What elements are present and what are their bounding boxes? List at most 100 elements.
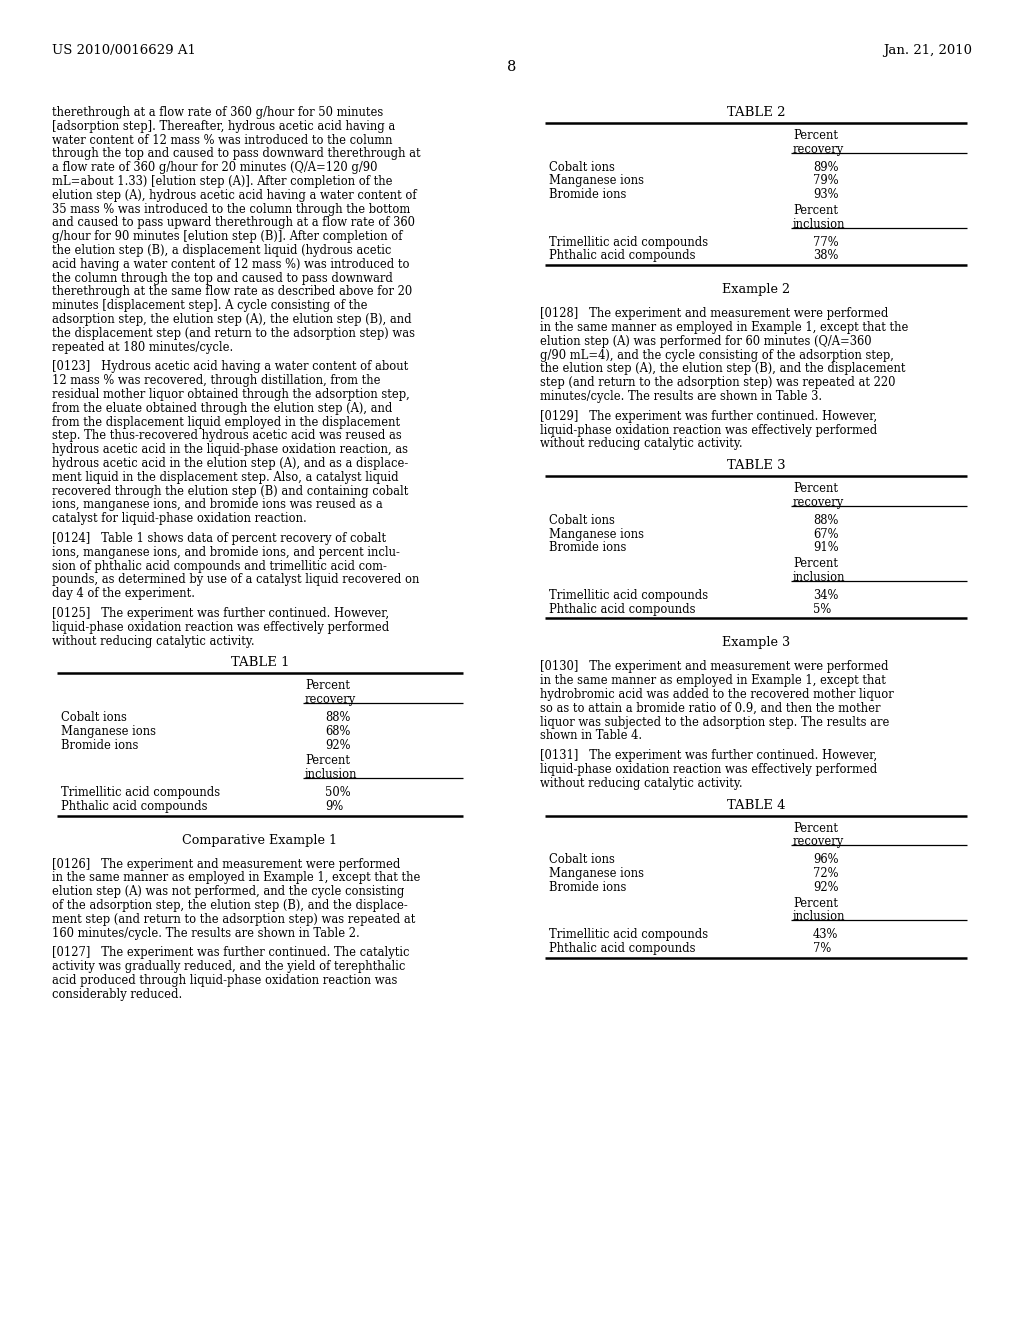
Text: g/hour for 90 minutes [elution step (B)]. After completion of: g/hour for 90 minutes [elution step (B)]… <box>52 230 402 243</box>
Text: 34%: 34% <box>813 589 839 602</box>
Text: repeated at 180 minutes/cycle.: repeated at 180 minutes/cycle. <box>52 341 233 354</box>
Text: 92%: 92% <box>325 739 350 751</box>
Text: Percent: Percent <box>793 205 838 216</box>
Text: Percent: Percent <box>793 821 838 834</box>
Text: without reducing catalytic activity.: without reducing catalytic activity. <box>540 437 742 450</box>
Text: Bromide ions: Bromide ions <box>549 541 627 554</box>
Text: Trimellitic acid compounds: Trimellitic acid compounds <box>61 785 220 799</box>
Text: 8: 8 <box>507 59 517 74</box>
Text: activity was gradually reduced, and the yield of terephthalic: activity was gradually reduced, and the … <box>52 960 406 973</box>
Text: hydrobromic acid was added to the recovered mother liquor: hydrobromic acid was added to the recove… <box>540 688 894 701</box>
Text: [0124]   Table 1 shows data of percent recovery of cobalt: [0124] Table 1 shows data of percent rec… <box>52 532 386 545</box>
Text: ions, manganese ions, and bromide ions was reused as a: ions, manganese ions, and bromide ions w… <box>52 499 383 511</box>
Text: 96%: 96% <box>813 853 839 866</box>
Text: 91%: 91% <box>813 541 839 554</box>
Text: the column through the top and caused to pass downward: the column through the top and caused to… <box>52 272 393 285</box>
Text: from the eluate obtained through the elution step (A), and: from the eluate obtained through the elu… <box>52 401 392 414</box>
Text: the elution step (B), a displacement liquid (hydrous acetic: the elution step (B), a displacement liq… <box>52 244 391 257</box>
Text: therethrough at a flow rate of 360 g/hour for 50 minutes: therethrough at a flow rate of 360 g/hou… <box>52 106 383 119</box>
Text: recovery: recovery <box>793 143 844 156</box>
Text: adsorption step, the elution step (A), the elution step (B), and: adsorption step, the elution step (A), t… <box>52 313 412 326</box>
Text: Manganese ions: Manganese ions <box>549 867 644 880</box>
Text: Comparative Example 1: Comparative Example 1 <box>182 834 338 846</box>
Text: 88%: 88% <box>813 513 839 527</box>
Text: recovery: recovery <box>793 836 844 849</box>
Text: Percent: Percent <box>305 755 350 767</box>
Text: residual mother liquor obtained through the adsorption step,: residual mother liquor obtained through … <box>52 388 410 401</box>
Text: Bromide ions: Bromide ions <box>549 880 627 894</box>
Text: Phthalic acid compounds: Phthalic acid compounds <box>549 603 695 615</box>
Text: without reducing catalytic activity.: without reducing catalytic activity. <box>540 776 742 789</box>
Text: elution step (A) was performed for 60 minutes (Q/A=360: elution step (A) was performed for 60 mi… <box>540 335 871 347</box>
Text: Cobalt ions: Cobalt ions <box>549 853 614 866</box>
Text: liquor was subjected to the adsorption step. The results are: liquor was subjected to the adsorption s… <box>540 715 890 729</box>
Text: of the adsorption step, the elution step (B), and the displace-: of the adsorption step, the elution step… <box>52 899 408 912</box>
Text: the displacement step (and return to the adsorption step) was: the displacement step (and return to the… <box>52 327 415 339</box>
Text: in the same manner as employed in Example 1, except that the: in the same manner as employed in Exampl… <box>540 321 908 334</box>
Text: hydrous acetic acid in the elution step (A), and as a displace-: hydrous acetic acid in the elution step … <box>52 457 409 470</box>
Text: without reducing catalytic activity.: without reducing catalytic activity. <box>52 635 255 648</box>
Text: Example 2: Example 2 <box>722 284 791 296</box>
Text: 92%: 92% <box>813 880 839 894</box>
Text: 88%: 88% <box>325 711 350 723</box>
Text: g/90 mL=4), and the cycle consisting of the adsorption step,: g/90 mL=4), and the cycle consisting of … <box>540 348 894 362</box>
Text: Percent: Percent <box>793 557 838 570</box>
Text: minutes/cycle. The results are shown in Table 3.: minutes/cycle. The results are shown in … <box>540 389 822 403</box>
Text: mL=about 1.33) [elution step (A)]. After completion of the: mL=about 1.33) [elution step (A)]. After… <box>52 176 392 187</box>
Text: the elution step (A), the elution step (B), and the displacement: the elution step (A), the elution step (… <box>540 363 905 375</box>
Text: in the same manner as employed in Example 1, except that the: in the same manner as employed in Exampl… <box>52 871 421 884</box>
Text: from the displacement liquid employed in the displacement: from the displacement liquid employed in… <box>52 416 400 429</box>
Text: Trimellitic acid compounds: Trimellitic acid compounds <box>549 589 709 602</box>
Text: pounds, as determined by use of a catalyst liquid recovered on: pounds, as determined by use of a cataly… <box>52 573 420 586</box>
Text: inclusion: inclusion <box>305 768 357 781</box>
Text: Percent: Percent <box>793 482 838 495</box>
Text: [0130]   The experiment and measurement were performed: [0130] The experiment and measurement we… <box>540 660 889 673</box>
Text: 7%: 7% <box>813 942 831 954</box>
Text: TABLE 2: TABLE 2 <box>727 106 785 119</box>
Text: [adsorption step]. Thereafter, hydrous acetic acid having a: [adsorption step]. Thereafter, hydrous a… <box>52 120 395 133</box>
Text: minutes [displacement step]. A cycle consisting of the: minutes [displacement step]. A cycle con… <box>52 300 368 313</box>
Text: inclusion: inclusion <box>793 572 846 583</box>
Text: so as to attain a bromide ratio of 0.9, and then the mother: so as to attain a bromide ratio of 0.9, … <box>540 702 881 715</box>
Text: Percent: Percent <box>305 680 350 693</box>
Text: water content of 12 mass % was introduced to the column: water content of 12 mass % was introduce… <box>52 133 392 147</box>
Text: Percent: Percent <box>793 129 838 143</box>
Text: ment liquid in the displacement step. Also, a catalyst liquid: ment liquid in the displacement step. Al… <box>52 471 398 484</box>
Text: 79%: 79% <box>813 174 839 187</box>
Text: recovery: recovery <box>305 693 356 706</box>
Text: 50%: 50% <box>325 785 350 799</box>
Text: Trimellitic acid compounds: Trimellitic acid compounds <box>549 928 709 941</box>
Text: through the top and caused to pass downward therethrough at: through the top and caused to pass downw… <box>52 148 421 161</box>
Text: ment step (and return to the adsorption step) was repeated at: ment step (and return to the adsorption … <box>52 913 416 925</box>
Text: Percent: Percent <box>793 896 838 909</box>
Text: Phthalic acid compounds: Phthalic acid compounds <box>61 800 208 813</box>
Text: Cobalt ions: Cobalt ions <box>61 711 127 723</box>
Text: 38%: 38% <box>813 249 839 263</box>
Text: [0131]   The experiment was further continued. However,: [0131] The experiment was further contin… <box>540 750 878 762</box>
Text: catalyst for liquid-phase oxidation reaction.: catalyst for liquid-phase oxidation reac… <box>52 512 307 525</box>
Text: Phthalic acid compounds: Phthalic acid compounds <box>549 249 695 263</box>
Text: [0123]   Hydrous acetic acid having a water content of about: [0123] Hydrous acetic acid having a wate… <box>52 360 409 374</box>
Text: Trimellitic acid compounds: Trimellitic acid compounds <box>549 235 709 248</box>
Text: considerably reduced.: considerably reduced. <box>52 987 182 1001</box>
Text: 12 mass % was recovered, through distillation, from the: 12 mass % was recovered, through distill… <box>52 374 381 387</box>
Text: US 2010/0016629 A1: US 2010/0016629 A1 <box>52 44 196 57</box>
Text: therethrough at the same flow rate as described above for 20: therethrough at the same flow rate as de… <box>52 285 413 298</box>
Text: [0126]   The experiment and measurement were performed: [0126] The experiment and measurement we… <box>52 858 400 871</box>
Text: 89%: 89% <box>813 161 839 174</box>
Text: Bromide ions: Bromide ions <box>549 189 627 201</box>
Text: 160 minutes/cycle. The results are shown in Table 2.: 160 minutes/cycle. The results are shown… <box>52 927 359 940</box>
Text: [0129]   The experiment was further continued. However,: [0129] The experiment was further contin… <box>540 409 878 422</box>
Text: 43%: 43% <box>813 928 839 941</box>
Text: acid produced through liquid-phase oxidation reaction was: acid produced through liquid-phase oxida… <box>52 974 397 987</box>
Text: inclusion: inclusion <box>793 218 846 231</box>
Text: elution step (A) was not performed, and the cycle consisting: elution step (A) was not performed, and … <box>52 886 404 898</box>
Text: Bromide ions: Bromide ions <box>61 739 138 751</box>
Text: Cobalt ions: Cobalt ions <box>549 161 614 174</box>
Text: Cobalt ions: Cobalt ions <box>549 513 614 527</box>
Text: liquid-phase oxidation reaction was effectively performed: liquid-phase oxidation reaction was effe… <box>52 620 389 634</box>
Text: elution step (A), hydrous acetic acid having a water content of: elution step (A), hydrous acetic acid ha… <box>52 189 417 202</box>
Text: TABLE 3: TABLE 3 <box>727 459 785 473</box>
Text: inclusion: inclusion <box>793 911 846 924</box>
Text: 67%: 67% <box>813 528 839 541</box>
